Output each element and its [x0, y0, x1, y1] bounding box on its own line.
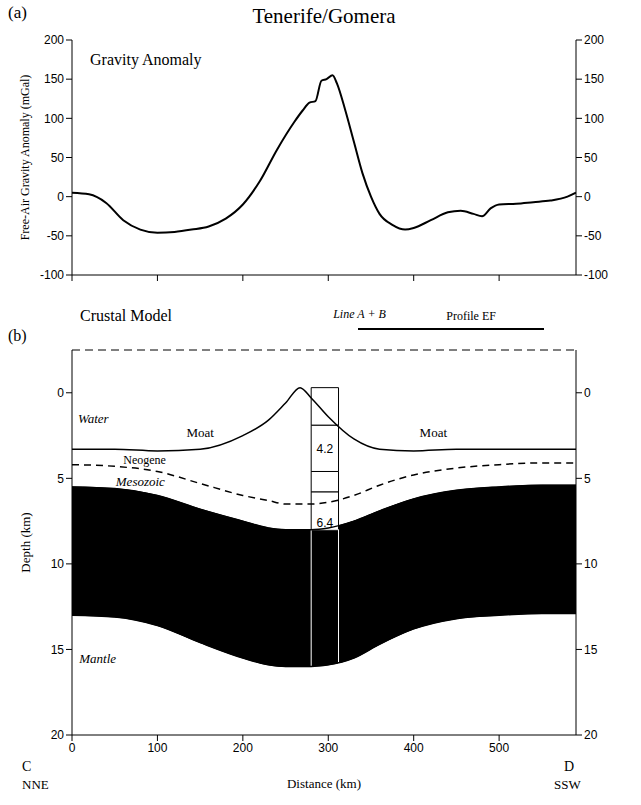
svg-text:0: 0 [584, 386, 591, 400]
html-text:Gravity Anomaly: Gravity Anomaly [90, 51, 202, 68]
svg-text:10: 10 [51, 557, 65, 571]
svg-text:-100: -100 [40, 268, 64, 282]
svg-text:100: 100 [147, 741, 167, 755]
svg-text:200: 200 [233, 741, 253, 755]
svg-text:0: 0 [69, 741, 76, 755]
html-text:(b): (b) [8, 327, 27, 344]
html-text:Line A + B: Line A + B [333, 307, 386, 321]
svg-text:5: 5 [57, 472, 64, 486]
html-text:Tenerife/Gomera: Tenerife/Gomera [252, 4, 396, 28]
svg-text:Neogene: Neogene [123, 453, 166, 467]
svg-text:Mantle: Mantle [78, 651, 116, 666]
html-text:Profile EF: Profile EF [446, 309, 496, 323]
svg-text:0: 0 [584, 190, 591, 204]
svg-text:4.2: 4.2 [317, 442, 334, 456]
svg-text:Free-Air Gravity Anomaly (mGal: Free-Air Gravity Anomaly (mGal) [18, 75, 32, 241]
svg-text:150: 150 [584, 72, 604, 86]
svg-text:15: 15 [584, 643, 598, 657]
svg-text:Water: Water [78, 411, 110, 426]
svg-text:-50: -50 [47, 229, 65, 243]
svg-text:6.4: 6.4 [317, 516, 334, 530]
svg-text:100: 100 [584, 112, 604, 126]
svg-text:20: 20 [51, 728, 65, 742]
svg-text:5: 5 [584, 472, 591, 486]
html-text:SSW: SSW [554, 777, 581, 792]
html-text:D: D [564, 759, 575, 774]
svg-text:Moat: Moat [420, 425, 448, 440]
svg-text:50: 50 [584, 151, 598, 165]
svg-text:-100: -100 [584, 268, 608, 282]
html-text:Crustal Model: Crustal Model [80, 307, 172, 324]
html-text:NNE: NNE [22, 777, 49, 792]
svg-text:0: 0 [57, 386, 64, 400]
svg-text:Moat: Moat [186, 425, 214, 440]
svg-text:10: 10 [584, 557, 598, 571]
svg-text:100: 100 [44, 112, 64, 126]
svg-text:20: 20 [584, 728, 598, 742]
svg-text:500: 500 [489, 741, 509, 755]
svg-text:-50: -50 [584, 229, 602, 243]
svg-text:50: 50 [51, 151, 65, 165]
svg-text:Mesozoic: Mesozoic [115, 474, 165, 489]
svg-text:300: 300 [318, 741, 338, 755]
svg-text:200: 200 [44, 33, 64, 47]
svg-text:400: 400 [404, 741, 424, 755]
svg-text:0: 0 [57, 190, 64, 204]
html-text:(a): (a) [8, 3, 27, 22]
html-text:C: C [22, 759, 32, 774]
svg-text:200: 200 [584, 33, 604, 47]
svg-text:150: 150 [44, 72, 64, 86]
svg-text:15: 15 [51, 643, 65, 657]
svg-text:Depth (km): Depth (km) [18, 512, 33, 572]
svg-text:Distance (km): Distance (km) [287, 776, 361, 791]
